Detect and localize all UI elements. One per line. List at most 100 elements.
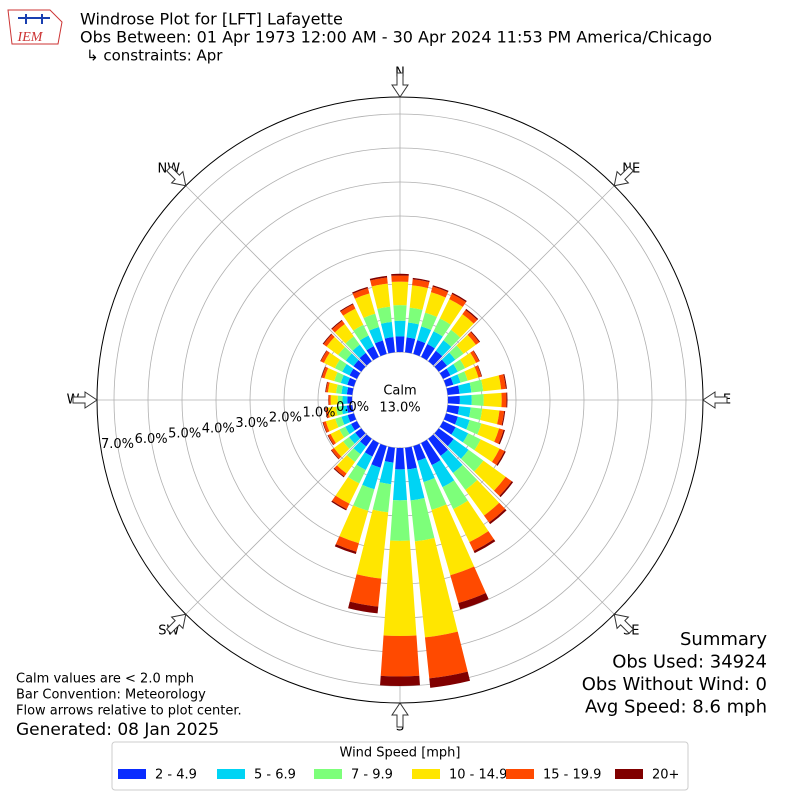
bar-segment: [392, 469, 408, 501]
bar-segment: [395, 336, 405, 353]
bar-segment: [412, 277, 430, 283]
bar-segment: [339, 303, 354, 312]
generated-text: Generated: 08 Jan 2025: [16, 720, 219, 740]
r-tick-label: 1.0%: [302, 405, 335, 420]
bar-segment: [334, 324, 354, 344]
flow-arrow: [702, 391, 728, 409]
bar-segment: [421, 439, 441, 466]
bar-segment: [362, 464, 381, 490]
calm-hole: [353, 353, 447, 447]
bar-segment: [377, 306, 392, 324]
bar-segment: [443, 329, 461, 347]
bar-segment: [430, 286, 449, 298]
bar-segment: [347, 413, 357, 423]
bar-segment: [466, 419, 482, 435]
bar-segment: [428, 434, 448, 456]
bar-segment: [460, 449, 484, 472]
bar-segment: [347, 396, 353, 404]
bar-segment: [360, 434, 372, 447]
bar-segment: [467, 331, 480, 345]
bar-segment: [323, 352, 340, 369]
legend-label: 7 - 9.9: [351, 768, 393, 783]
summary-line: Summary: [680, 629, 767, 650]
bar-segment: [458, 382, 472, 394]
bar-segment: [450, 314, 474, 338]
bar-segment: [320, 350, 330, 363]
bar-segment: [353, 484, 375, 511]
bar-segment: [456, 334, 476, 354]
bar-segment: [506, 392, 508, 408]
legend-swatch: [314, 769, 342, 779]
bar-segment: [433, 318, 451, 337]
bar-segment: [366, 346, 379, 361]
bar-segment: [498, 429, 505, 445]
bar-segment: [394, 320, 406, 337]
bar-segment: [341, 415, 351, 425]
flow-arrow: [613, 613, 635, 635]
flow-arrow: [391, 72, 409, 98]
bar-segment: [417, 457, 435, 483]
bar-segment: [370, 277, 388, 287]
bar-segment: [417, 326, 432, 344]
bar-segment: [405, 337, 416, 354]
bar-segment: [380, 635, 420, 677]
bar-segment: [459, 394, 472, 406]
bar-segment: [346, 387, 354, 395]
bar-segment: [352, 288, 370, 299]
bar-segment: [323, 421, 330, 433]
r-tick-label: 0.0%: [336, 400, 369, 415]
bar-segment: [349, 368, 361, 379]
bar-segment: [409, 285, 428, 310]
bar-segment: [349, 432, 361, 444]
bar-segment: [464, 366, 479, 381]
r-tick-label: 6.0%: [135, 432, 168, 447]
bar-segment: [449, 293, 467, 307]
spoke: [185, 185, 401, 401]
bar-segment: [469, 379, 484, 393]
flow-arrow: [391, 702, 409, 728]
bar-segment: [335, 536, 359, 552]
bar-segment: [471, 394, 484, 406]
bar-segment: [380, 321, 394, 339]
legend-label: 20+: [652, 768, 679, 783]
bar-segment: [343, 437, 355, 449]
bar-segment: [447, 439, 469, 459]
bar-segment: [328, 395, 331, 405]
bar-segment: [359, 335, 374, 351]
bar-segment: [421, 344, 435, 361]
logo: IEM: [7, 9, 63, 45]
summary-line: Obs Without Wind: 0: [582, 674, 767, 695]
bar-segment: [351, 421, 361, 431]
bar-segment: [439, 299, 463, 325]
legend-swatch: [615, 769, 643, 779]
bar-segment: [481, 375, 502, 392]
bar-segment: [457, 371, 468, 383]
bar-segment: [469, 531, 494, 552]
bar-segment: [331, 447, 342, 459]
bar-segment: [369, 327, 383, 344]
bar-segment: [483, 392, 502, 408]
bar-segment: [371, 443, 387, 468]
bar-segment: [379, 461, 394, 485]
bar-segment: [340, 374, 350, 385]
bar-segment: [325, 407, 330, 419]
r-tick-label: 2.0%: [269, 411, 302, 426]
r-tick-label: 5.0%: [168, 427, 201, 442]
bar-segment: [353, 324, 369, 341]
bar-segment: [325, 381, 328, 393]
legend-label: 10 - 14.9: [449, 768, 507, 783]
r-tick-label: 3.0%: [235, 416, 268, 431]
bar-segment: [390, 500, 410, 541]
constraint-text: ↳ constraints: Apr: [86, 47, 223, 65]
bar-segment: [331, 500, 347, 511]
bar-segment: [342, 395, 348, 405]
note-line: Flow arrows relative to plot center.: [16, 704, 242, 719]
flow-arrow-shape: [613, 165, 635, 187]
bar-segment: [474, 439, 500, 463]
bar-segment: [337, 395, 343, 405]
bar-segment: [328, 433, 336, 445]
bar-segment: [330, 449, 340, 460]
bar-segment: [363, 313, 380, 331]
bar-segment: [346, 405, 354, 413]
bar-segment: [347, 377, 357, 387]
